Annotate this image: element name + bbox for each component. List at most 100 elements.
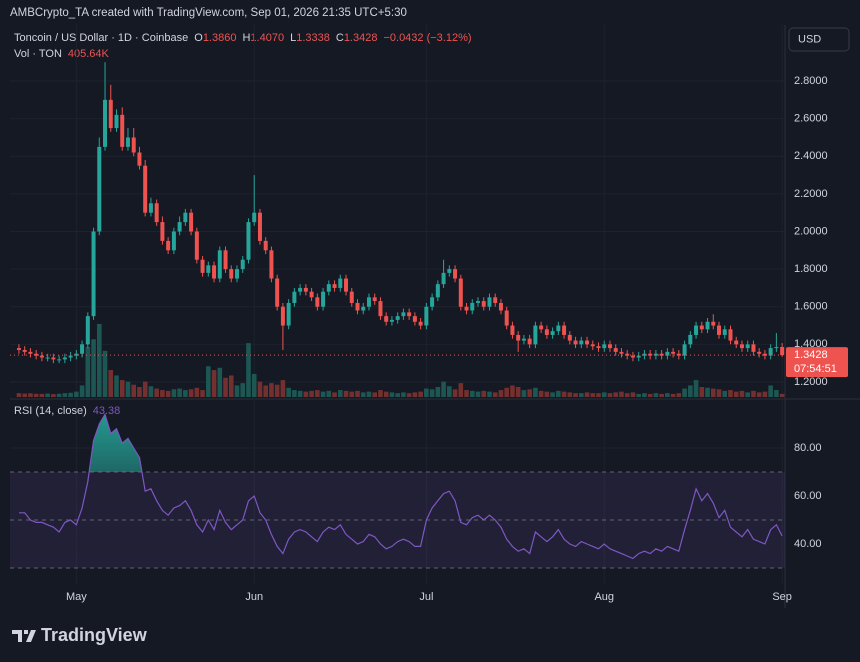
volume-bar [114,375,119,397]
volume-bar [154,388,159,397]
candle-body [780,346,785,356]
candle-body [659,353,664,356]
volume-bar [39,393,45,397]
candle-body [504,310,509,326]
volume-bar [733,391,739,397]
volume-bar [613,392,619,397]
volume-bar [309,390,314,397]
volume-bar [131,384,137,397]
candle-body [361,306,366,311]
candle-body [630,355,635,358]
candle-body [292,291,297,303]
candle-body [464,306,469,311]
candle-body [194,231,199,260]
volume-bar [751,390,756,397]
candle-body [74,353,79,356]
candle-body [481,301,486,307]
legend-item: L [290,32,296,44]
candle-body [739,344,744,349]
volume-bar [16,393,22,397]
candle-body [51,357,56,360]
volume-bar [567,392,573,397]
candle-body [567,334,572,341]
candle-body [349,291,354,303]
volume-bar [96,323,102,397]
candle-body [441,272,446,285]
legend-item: C [336,32,344,44]
volume-bar [682,388,687,397]
volume-bar [464,390,469,397]
candle-body [80,344,85,354]
volume-bar [739,390,745,397]
candle-body [338,278,343,288]
candle-body [384,316,389,322]
volume-bar [303,391,309,397]
candle-body [355,302,360,311]
candle-body [498,302,503,311]
volume-bar [521,390,527,397]
volume-bar [286,387,291,397]
volume-bar [137,387,142,397]
candle-body [613,348,618,352]
candle-body [585,340,590,345]
volume-bar [401,392,406,397]
legend-item: 1.3428 [344,32,378,44]
candle-body [22,349,27,352]
candle-body [694,325,699,335]
candle-body [252,212,257,223]
candle-body [183,212,188,223]
volume-bar [160,390,165,397]
candle-body [389,319,394,322]
volume-bar [188,389,194,397]
candle-body [745,344,750,349]
candle-body [435,284,440,298]
volume-bar [269,383,274,397]
volume-bar [538,390,544,397]
volume-bar [659,393,664,397]
legend-item: 1.4070 [250,32,284,44]
candle-body [200,259,205,273]
logo-text: TradingView [41,625,148,645]
candle-body [240,259,245,270]
volume-bar [441,381,446,397]
volume-bar [573,393,578,397]
candle-body [688,334,693,345]
legend: Toncoin / US Dollar · 1D · Coinbase O1.38… [14,32,472,44]
volume-bar [332,392,337,397]
legend-item: Toncoin / US Dollar · 1D · Coinbase [14,32,188,44]
candle-body [751,344,756,352]
volume-bar [51,394,56,397]
candle-body [148,203,153,213]
currency: USD [798,33,821,45]
x-tick-label: Jul [419,591,433,603]
volume-bar [693,380,699,397]
volume-bar [171,389,177,397]
volume-bar [515,387,521,397]
candle-body [246,222,251,260]
rsi-title: RSI (14, close) [14,405,87,417]
volume-bar [458,383,464,397]
legend-item: O [194,32,203,44]
volume-bar [33,393,39,397]
candle-body [280,306,285,326]
logo-icon [12,630,36,642]
volume-bar [315,390,320,397]
volume-bar [642,393,647,397]
candle-body [762,353,767,356]
volume-bar [705,387,710,397]
candle-body [131,137,136,153]
candle-body [447,269,452,273]
volume-bar [429,389,435,397]
volume-bar [257,381,263,397]
volume-bar [206,366,211,397]
volume-bar [62,393,68,397]
last-price-box [786,347,848,378]
candle-body [596,346,601,349]
candle-body [114,114,119,129]
volume-bar [45,393,50,397]
currency-box[interactable] [788,27,850,52]
volume-bar [79,385,85,397]
volume-bar [194,387,200,397]
candle-body [91,231,96,317]
